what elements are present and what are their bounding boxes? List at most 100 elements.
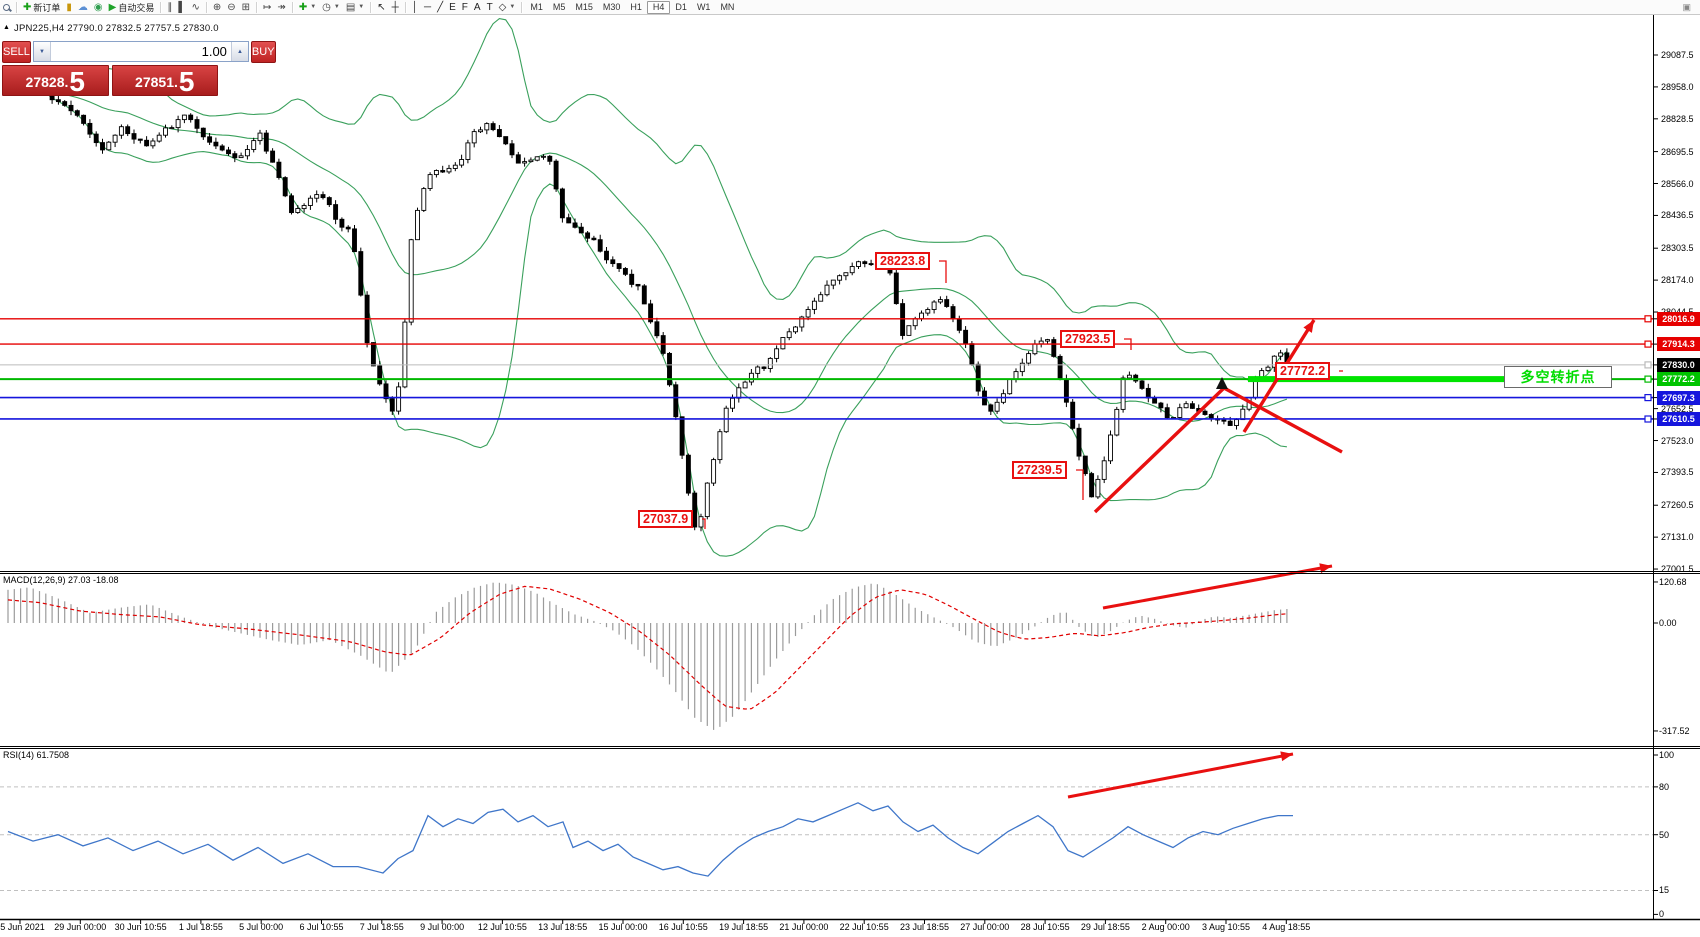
time-axis-label: 29 Jun 00:00	[54, 922, 107, 932]
turning-point-text[interactable]: 多空转折点	[1504, 366, 1612, 388]
price-tick-label: 27001.5	[1661, 564, 1694, 575]
hline-icon: ─	[423, 1, 432, 13]
trendline-icon: ╱	[437, 1, 444, 13]
price-tick-label: 29087.5	[1661, 50, 1694, 60]
autotrade-button[interactable]: ▶ 自动交易	[106, 1, 158, 14]
sell-price-main: 27828.	[25, 74, 69, 90]
search-icon	[3, 3, 10, 11]
timeframe-h1-button[interactable]: H1	[630, 1, 642, 12]
time-axis-label: 9 Jul 00:00	[420, 922, 465, 932]
toolbar-separator	[404, 1, 406, 13]
chart-title: JPN225,H4 27790.0 27832.5 27757.5 27830.…	[14, 23, 219, 34]
chart-candles-icon[interactable]: ▌	[175, 1, 188, 14]
sell-price[interactable]: 27828. 5	[2, 65, 109, 96]
chart-line-icon[interactable]: ∿	[188, 1, 202, 14]
auto-scroll-icon[interactable]: ↠	[274, 1, 288, 14]
chart-shift-icon[interactable]: ↦	[260, 1, 274, 14]
tile-windows-icon[interactable]: ⊞	[239, 1, 253, 14]
templates-button[interactable]: ▤ ▼	[343, 1, 367, 14]
price-tick-label: 28566.0	[1661, 178, 1694, 189]
price-annotation-label[interactable]: 28223.8	[875, 252, 931, 270]
timeframe-m15-button[interactable]: M15	[575, 1, 593, 12]
price-badge: 27697.3	[1657, 390, 1700, 405]
window-icon[interactable]: ▣	[1682, 1, 1691, 12]
one-click-trading-panel: SELL ▼ ▲ BUY 27828. 5 27851. 5	[2, 41, 276, 96]
styles-icon[interactable]: ▮	[63, 1, 75, 14]
label-icon: T	[486, 1, 493, 13]
zoom-in-button[interactable]: ⊕	[210, 1, 224, 14]
label-icon[interactable]: T	[484, 1, 496, 14]
rsi-axis-label: 50	[1659, 829, 1670, 840]
cursor-icon: ↖	[377, 1, 386, 13]
chart-bars-icon[interactable]: ∥	[164, 1, 175, 14]
templates-button-caret-icon[interactable]: ▼	[358, 4, 365, 10]
new-order-button[interactable]: ✚ 新订单	[20, 1, 63, 14]
new-order-button-label: 新订单	[33, 2, 61, 13]
chart-marker-icon: ▲	[3, 24, 10, 31]
cursor-icon[interactable]: ↖	[374, 1, 388, 14]
shapes-button-caret-icon[interactable]: ▼	[509, 4, 516, 10]
timeframe-w1-button[interactable]: W1	[696, 1, 711, 12]
community-icon[interactable]: ☁	[75, 1, 91, 14]
trendline-icon[interactable]: ╱	[434, 1, 446, 14]
timeframe-m1-button[interactable]: M1	[530, 1, 543, 12]
volume-increase-button[interactable]: ▲	[230, 42, 248, 61]
volume-decrease-button[interactable]: ▼	[33, 42, 51, 61]
price-badge: 27914.3	[1657, 337, 1700, 352]
price-tick-label: 28436.5	[1661, 210, 1694, 221]
price-badge: 27830.0	[1657, 357, 1700, 372]
price-annotation-label[interactable]: 27923.5	[1060, 330, 1116, 348]
zoom-out-button: ⊖	[227, 1, 236, 13]
indicators-button[interactable]: ✚ ▼	[296, 1, 319, 14]
macd-signal-line	[7, 585, 1287, 710]
price-tick-label: 28695.5	[1661, 146, 1694, 157]
timeframe-m30-button[interactable]: M30	[602, 1, 621, 12]
buy-price[interactable]: 27851. 5	[111, 65, 218, 96]
sell-button[interactable]: SELL	[2, 41, 31, 63]
time-axis-label: 5 Jul 00:00	[239, 922, 284, 932]
fibonacci-icon[interactable]: F	[459, 1, 471, 14]
trend-arrows[interactable]	[1067, 319, 1343, 799]
volume-input[interactable]	[50, 42, 231, 61]
timeframe-d1-button[interactable]: D1	[675, 1, 687, 12]
periods-button: ◷	[322, 1, 331, 13]
channel-icon[interactable]: E	[446, 1, 459, 14]
timeframe-mn-button[interactable]: MN	[720, 1, 735, 12]
vline-icon[interactable]: │	[409, 1, 421, 14]
hline-icon[interactable]: ─	[421, 1, 434, 14]
price-tick-label: 27260.5	[1661, 500, 1694, 511]
buy-price-main: 27851.	[135, 74, 178, 90]
annotation-connectors	[702, 260, 1343, 529]
timeframe-h4-button[interactable]: H4	[646, 0, 671, 14]
time-axis-label: 19 Jul 18:55	[719, 922, 769, 932]
timeframe-m5-button[interactable]: M5	[552, 1, 566, 12]
crosshair-icon: ┼	[391, 1, 399, 13]
price-badge: 28016.9	[1657, 311, 1700, 326]
zoom-out-button[interactable]: ⊖	[224, 1, 238, 14]
auto-scroll-icon: ↠	[277, 1, 286, 13]
buy-button[interactable]: BUY	[250, 41, 276, 63]
price-annotation-label[interactable]: 27239.5	[1012, 461, 1068, 479]
signals-icon[interactable]: ◉	[91, 1, 106, 14]
periods-button-caret-icon[interactable]: ▼	[333, 4, 340, 10]
rsi-levels	[0, 786, 1653, 891]
new-order-button: ✚	[23, 1, 32, 13]
horizontal-lines[interactable]	[0, 315, 1653, 423]
chart-bars-icon: ∥	[167, 1, 173, 13]
crosshair-icon[interactable]: ┼	[389, 1, 402, 14]
text-icon[interactable]: A	[471, 1, 484, 14]
time-axis-label: 30 Jun 10:55	[114, 922, 167, 932]
price-annotation-label[interactable]: 27037.9	[638, 510, 694, 528]
shapes-button[interactable]: ◇ ▼	[496, 1, 519, 14]
search-icon[interactable]	[0, 1, 13, 14]
price-annotation-label[interactable]: 27772.2	[1275, 362, 1331, 380]
toolbar-separator	[205, 1, 207, 13]
indicators-button-caret-icon[interactable]: ▼	[310, 4, 317, 10]
periods-button[interactable]: ◷ ▼	[319, 1, 343, 14]
toolbar-separator	[160, 1, 162, 13]
chart-candles-icon: ▌	[178, 1, 186, 13]
macd-axis-label: 0.00	[1659, 618, 1677, 628]
indicators-button: ✚	[298, 1, 308, 13]
